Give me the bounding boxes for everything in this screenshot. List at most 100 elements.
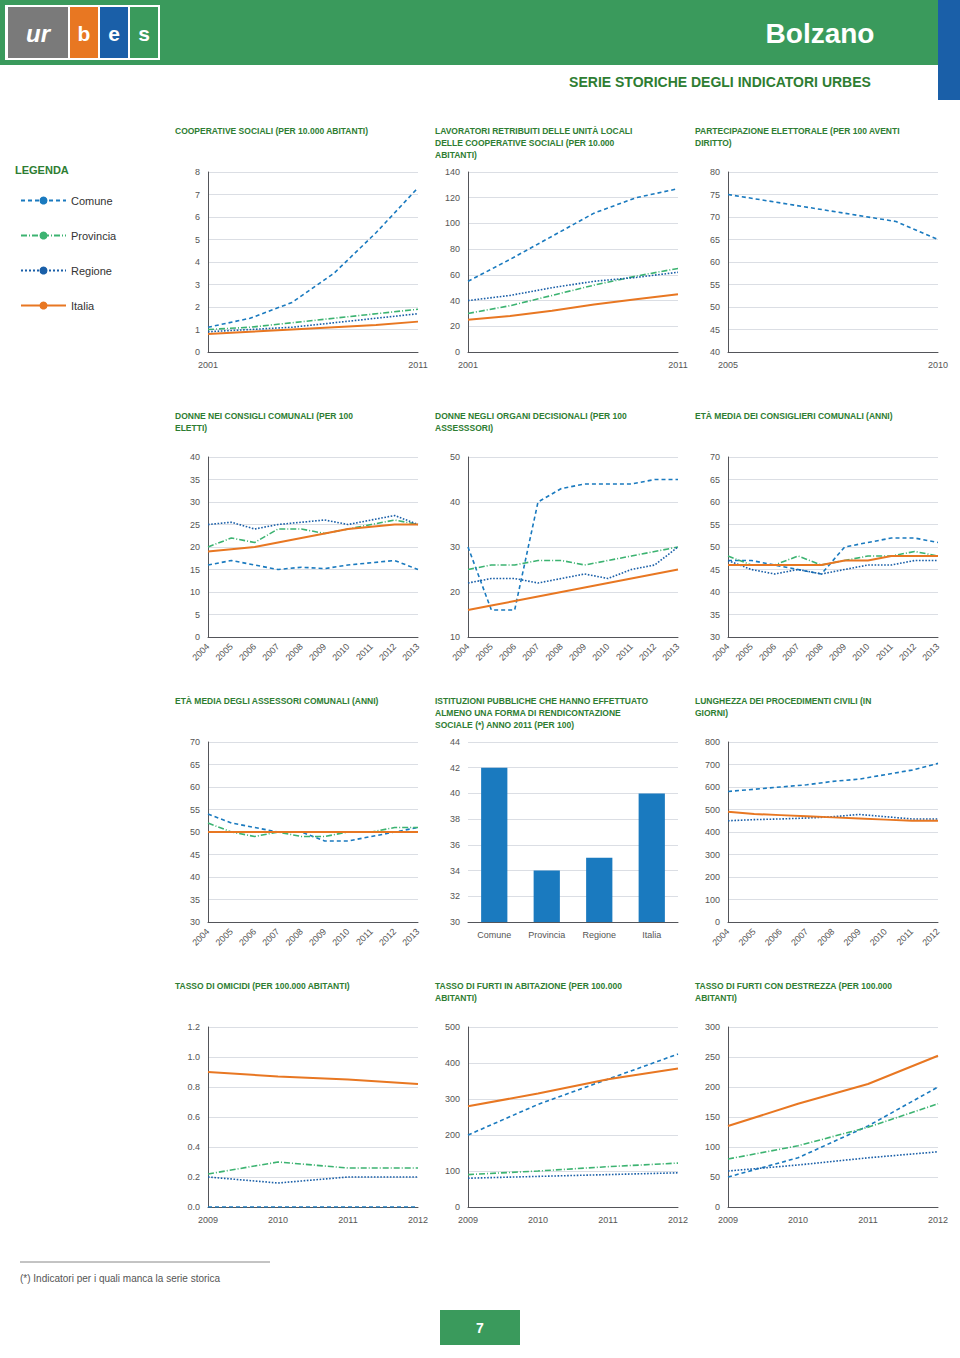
svg-text:2007: 2007 (520, 641, 541, 662)
svg-text:2009: 2009 (827, 641, 848, 662)
svg-text:20: 20 (190, 542, 200, 552)
svg-text:60: 60 (190, 782, 200, 792)
svg-text:2005: 2005 (718, 360, 738, 370)
svg-text:65: 65 (190, 760, 200, 770)
svg-text:70: 70 (710, 452, 720, 462)
svg-text:2009: 2009 (198, 1215, 218, 1225)
svg-text:2001: 2001 (458, 360, 478, 370)
svg-text:500: 500 (705, 805, 720, 815)
svg-text:38: 38 (450, 814, 460, 824)
svg-text:200: 200 (445, 1130, 460, 1140)
svg-text:50: 50 (710, 1172, 720, 1182)
svg-text:ASSESSSORI): ASSESSSORI) (435, 423, 493, 433)
svg-text:ur: ur (26, 20, 52, 47)
svg-text:SERIE STORICHE DEGLI INDICATOR: SERIE STORICHE DEGLI INDICATORI URBES (569, 74, 871, 90)
svg-text:2008: 2008 (544, 641, 565, 662)
svg-text:2009: 2009 (458, 1215, 478, 1225)
svg-text:DELLE COOPERATIVE SOCIALI (PER: DELLE COOPERATIVE SOCIALI (PER 10.000 (435, 138, 615, 148)
svg-text:0: 0 (455, 1202, 460, 1212)
svg-text:0: 0 (715, 1202, 720, 1212)
svg-text:Italia: Italia (71, 300, 95, 312)
svg-text:2012: 2012 (668, 1215, 688, 1225)
svg-text:30: 30 (450, 917, 460, 927)
svg-text:7: 7 (195, 190, 200, 200)
svg-text:400: 400 (705, 827, 720, 837)
svg-text:2011: 2011 (354, 926, 375, 947)
svg-text:b: b (78, 22, 91, 45)
svg-text:300: 300 (705, 1022, 720, 1032)
svg-text:0.6: 0.6 (187, 1112, 200, 1122)
svg-text:2009: 2009 (567, 641, 588, 662)
svg-text:2004: 2004 (710, 641, 731, 662)
svg-text:1: 1 (195, 325, 200, 335)
svg-text:2012: 2012 (377, 926, 398, 947)
svg-text:65: 65 (710, 475, 720, 485)
svg-text:(*) Indicatori per i quali man: (*) Indicatori per i quali manca la seri… (20, 1273, 221, 1284)
svg-text:140: 140 (445, 167, 460, 177)
svg-text:2004: 2004 (710, 926, 731, 947)
svg-text:600: 600 (705, 782, 720, 792)
svg-text:2010: 2010 (868, 926, 889, 947)
svg-text:0: 0 (195, 347, 200, 357)
svg-text:75: 75 (710, 190, 720, 200)
svg-text:TASSO DI FURTI IN ABITAZIONE (: TASSO DI FURTI IN ABITAZIONE (PER 100.00… (435, 981, 622, 991)
svg-text:0.8: 0.8 (187, 1082, 200, 1092)
svg-text:Regione: Regione (71, 265, 112, 277)
svg-text:45: 45 (710, 325, 720, 335)
svg-text:Regione: Regione (582, 930, 616, 940)
svg-text:8: 8 (195, 167, 200, 177)
svg-text:500: 500 (445, 1022, 460, 1032)
svg-text:10: 10 (450, 632, 460, 642)
svg-text:ABITANTI): ABITANTI) (435, 150, 477, 160)
svg-text:2005: 2005 (214, 926, 235, 947)
svg-text:PARTECIPAZIONE ELETTORALE (PER: PARTECIPAZIONE ELETTORALE (PER 100 AVENT… (695, 126, 900, 136)
svg-text:2009: 2009 (307, 926, 328, 947)
svg-text:e: e (108, 22, 120, 45)
svg-text:2012: 2012 (928, 1215, 948, 1225)
svg-text:60: 60 (710, 497, 720, 507)
svg-text:2011: 2011 (408, 360, 427, 370)
svg-text:35: 35 (190, 895, 200, 905)
svg-text:30: 30 (190, 497, 200, 507)
svg-text:120: 120 (445, 193, 460, 203)
svg-text:65: 65 (710, 235, 720, 245)
svg-text:2006: 2006 (497, 641, 518, 662)
svg-text:2010: 2010 (330, 641, 351, 662)
svg-text:2012: 2012 (920, 926, 941, 947)
svg-text:2011: 2011 (895, 926, 916, 947)
svg-text:2011: 2011 (614, 641, 635, 662)
svg-text:2010: 2010 (330, 926, 351, 947)
svg-text:TASSO DI FURTI CON DESTREZZA (: TASSO DI FURTI CON DESTREZZA (PER 100.00… (695, 981, 892, 991)
svg-text:2007: 2007 (780, 641, 801, 662)
svg-text:100: 100 (445, 218, 460, 228)
svg-text:40: 40 (710, 347, 720, 357)
svg-text:10: 10 (190, 587, 200, 597)
svg-text:0.2: 0.2 (187, 1172, 200, 1182)
svg-text:20: 20 (450, 587, 460, 597)
svg-text:LAVORATORI RETRIBUITI DELLE UN: LAVORATORI RETRIBUITI DELLE UNITÀ LOCALI (435, 126, 632, 136)
svg-text:Provincia: Provincia (71, 230, 117, 242)
svg-text:30: 30 (710, 632, 720, 642)
svg-text:2011: 2011 (874, 641, 895, 662)
svg-text:2012: 2012 (408, 1215, 428, 1225)
svg-text:2009: 2009 (307, 641, 328, 662)
svg-text:2010: 2010 (928, 360, 948, 370)
svg-text:200: 200 (705, 872, 720, 882)
svg-text:2010: 2010 (788, 1215, 808, 1225)
svg-text:55: 55 (710, 280, 720, 290)
svg-text:TASSO DI OMICIDI (PER 100.000: TASSO DI OMICIDI (PER 100.000 ABITANTI) (175, 981, 350, 991)
svg-text:2013: 2013 (660, 641, 681, 662)
svg-text:2006: 2006 (237, 641, 258, 662)
svg-text:300: 300 (445, 1094, 460, 1104)
svg-text:Bolzano: Bolzano (766, 18, 875, 49)
svg-text:0.0: 0.0 (187, 1202, 200, 1212)
svg-text:2: 2 (195, 302, 200, 312)
svg-text:45: 45 (190, 850, 200, 860)
svg-text:34: 34 (450, 866, 460, 876)
svg-text:2011: 2011 (598, 1215, 617, 1225)
svg-text:40: 40 (710, 587, 720, 597)
svg-text:44: 44 (450, 737, 460, 747)
svg-text:2008: 2008 (284, 641, 305, 662)
svg-text:30: 30 (450, 542, 460, 552)
svg-text:2004: 2004 (190, 641, 211, 662)
